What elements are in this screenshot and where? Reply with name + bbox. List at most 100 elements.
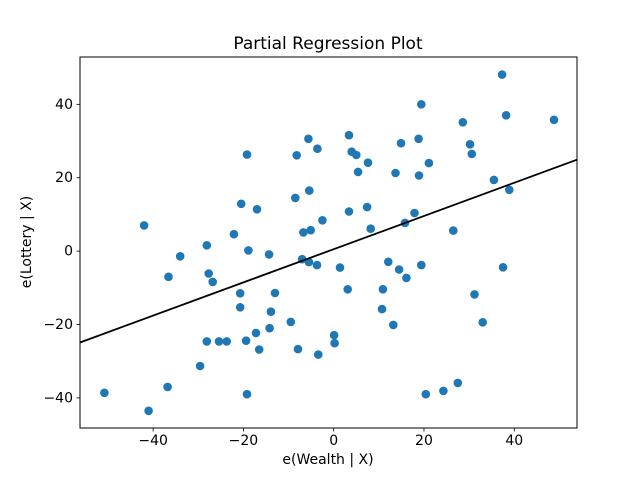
scatter-point xyxy=(335,263,345,272)
y-tick-label: −40 xyxy=(43,390,73,406)
scatter-point xyxy=(396,138,406,148)
scatter-point xyxy=(414,134,423,144)
y-tick-label: 40 xyxy=(55,97,73,113)
scatter-point xyxy=(478,318,488,327)
scatter-point xyxy=(264,250,274,259)
scatter-point xyxy=(501,111,511,120)
scatter-point xyxy=(449,226,458,235)
y-axis-ticks: −40 −20 0 20 40 xyxy=(43,97,80,406)
scatter-point xyxy=(100,388,109,398)
x-axis-ticks: −40 −20 0 20 40 xyxy=(138,428,523,449)
plot-area xyxy=(79,56,578,429)
regression-line xyxy=(79,158,578,344)
scatter-point xyxy=(467,149,477,159)
scatter-point xyxy=(202,337,212,346)
scatter-point xyxy=(242,150,252,159)
scatter-point xyxy=(362,202,372,212)
scatter-point xyxy=(241,336,251,346)
scatter-point xyxy=(421,389,431,399)
scatter-point xyxy=(497,70,507,79)
scatter-point xyxy=(344,207,354,216)
scatter-point xyxy=(378,285,388,294)
scatter-point xyxy=(453,378,463,388)
scatter-point xyxy=(163,382,172,392)
y-tick-label: 20 xyxy=(55,170,73,186)
scatter-point xyxy=(139,221,149,230)
scatter-point xyxy=(470,290,479,299)
scatter-point xyxy=(414,171,424,180)
scatter-point xyxy=(377,304,387,314)
scatter-point xyxy=(254,345,264,354)
scatter-point xyxy=(352,150,361,160)
regression-line-layer xyxy=(79,158,578,344)
scatter-point xyxy=(251,328,261,338)
scatter-point xyxy=(353,167,363,177)
plot-frame xyxy=(79,56,578,429)
scatter-point xyxy=(329,330,339,340)
scatter-point xyxy=(252,205,262,214)
scatter-point xyxy=(505,185,514,195)
scatter-point xyxy=(292,151,302,160)
scatter-point xyxy=(330,338,339,348)
scatter-point xyxy=(313,144,322,153)
scatter-point xyxy=(366,224,376,233)
scatter-point xyxy=(208,277,217,287)
scatter-point xyxy=(363,158,373,167)
chart-title: Partial Regression Plot xyxy=(233,34,423,54)
x-tick-label: −20 xyxy=(229,433,259,449)
scatter-point xyxy=(235,303,245,312)
scatter-point xyxy=(242,389,252,399)
scatter-point xyxy=(389,320,398,330)
scatter-point xyxy=(410,208,419,218)
scatter-point xyxy=(394,265,404,274)
scatter-point xyxy=(549,115,559,125)
scatter-point xyxy=(304,134,313,144)
scatter-point xyxy=(293,344,303,354)
scatter-point xyxy=(202,241,212,250)
scatter-point xyxy=(229,229,239,239)
scatter-point xyxy=(299,228,308,237)
scatter-point xyxy=(204,269,213,278)
scatter-point xyxy=(417,260,426,270)
scatter-point xyxy=(344,130,354,140)
scatter-point xyxy=(343,285,353,294)
scatter-point xyxy=(498,263,508,272)
scatter-point xyxy=(305,186,314,195)
scatter-point xyxy=(318,216,327,225)
scatter-point xyxy=(417,100,426,109)
scatter-point xyxy=(306,225,316,235)
scatter-point xyxy=(195,361,205,371)
scatter-point xyxy=(236,199,246,209)
scatter-point xyxy=(391,168,400,178)
scatter-point xyxy=(458,118,468,127)
scatter-point xyxy=(384,257,393,267)
x-tick-label: 40 xyxy=(505,433,523,449)
scatter-point xyxy=(291,193,300,203)
scatter-point xyxy=(314,350,323,359)
scatter-point xyxy=(402,273,411,283)
scatter-point xyxy=(265,323,274,333)
x-tick-label: 0 xyxy=(329,433,338,449)
x-tick-label: −40 xyxy=(138,433,168,449)
scatter-point xyxy=(439,386,448,396)
scatter-point xyxy=(222,337,231,346)
y-tick-label: 0 xyxy=(64,244,73,260)
scatter-points xyxy=(100,70,559,416)
scatter-point xyxy=(244,246,253,255)
scatter-point xyxy=(144,406,153,416)
x-tick-label: 20 xyxy=(415,433,433,449)
scatter-point xyxy=(266,307,276,317)
scatter-point xyxy=(214,337,224,346)
scatter-point xyxy=(164,272,173,282)
scatter-point xyxy=(424,158,434,168)
y-tick-label: −20 xyxy=(43,317,73,333)
scatter-point xyxy=(175,251,185,261)
scatter-point xyxy=(312,260,322,270)
scatter-point xyxy=(286,317,296,327)
scatter-point xyxy=(270,288,280,298)
scatter-point xyxy=(465,140,475,149)
x-axis-label: e(Wealth | X) xyxy=(282,452,373,468)
scatter-point xyxy=(235,289,245,298)
